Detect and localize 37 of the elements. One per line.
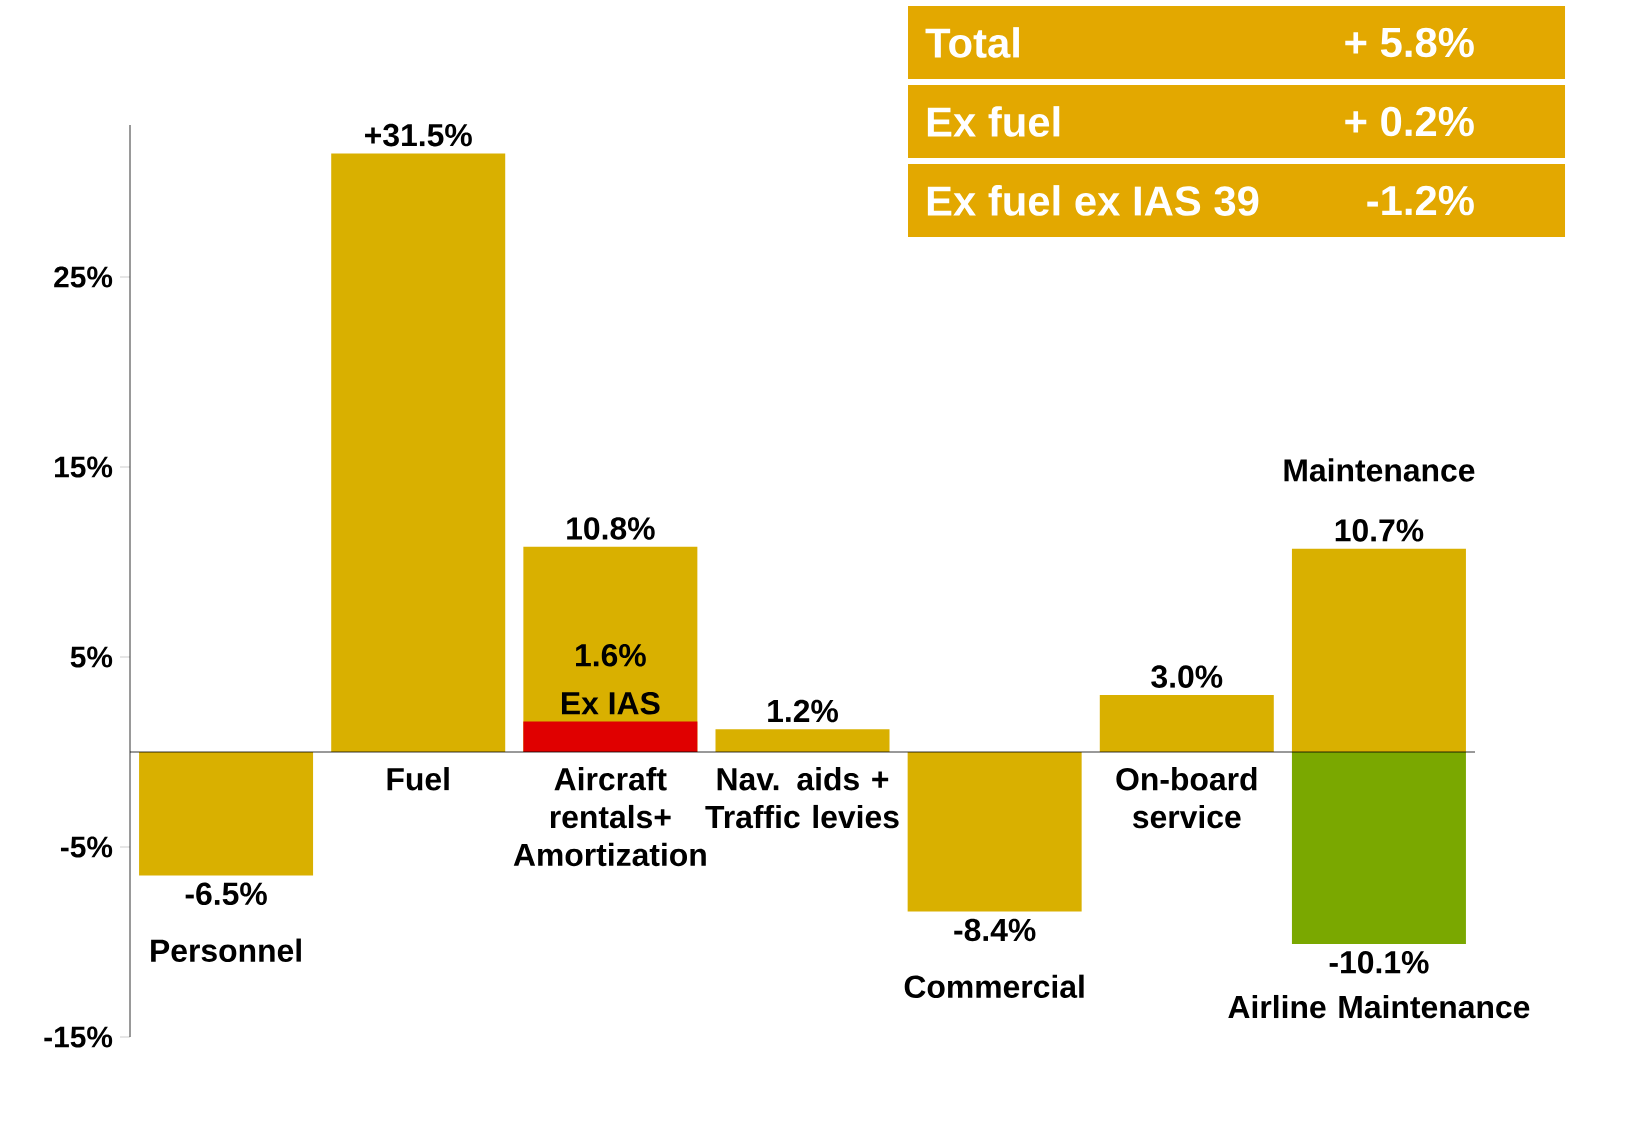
data-label: 1.2% xyxy=(768,699,838,723)
x-tick-label: Maintenance xyxy=(1284,458,1475,482)
series-label: Airline Maintenance xyxy=(1228,994,1530,1019)
bar xyxy=(1291,548,1466,752)
data-label: -10.1% xyxy=(1329,950,1429,974)
x-tick-label: Nav. aids + Traffic levies xyxy=(705,767,899,829)
y-tick-label: 15% xyxy=(55,456,113,478)
y-tick-label: 25% xyxy=(54,266,113,288)
bar xyxy=(331,153,506,752)
y-tick-label: 5% xyxy=(70,646,113,668)
y-tick-label: -15% xyxy=(44,1026,113,1048)
data-label: +31.5% xyxy=(365,123,472,147)
text: + 5.8% xyxy=(1345,27,1474,58)
annotation: Ex fuel xyxy=(927,106,1060,137)
x-tick-label: Fuel xyxy=(387,767,449,791)
bar xyxy=(139,752,314,876)
annotation: + 0.2% xyxy=(1345,106,1474,137)
bar xyxy=(907,752,1082,912)
data-label: 1.6% xyxy=(576,644,646,667)
bar xyxy=(1291,752,1466,944)
bar xyxy=(1099,695,1274,752)
y-tick-label: -5% xyxy=(60,836,113,858)
x-tick-label: Aircraft rentals+ Amortization xyxy=(513,767,706,867)
bar xyxy=(523,721,698,752)
bar xyxy=(715,729,890,752)
data-label: -8.4% xyxy=(954,918,1036,942)
annotation: Ex fuel ex IAS 39 xyxy=(927,185,1259,216)
annotation: -1.2% xyxy=(1367,185,1474,216)
x-tick-label: Personnel xyxy=(151,938,301,962)
x-tick-label: Commercial xyxy=(904,974,1084,999)
data-label: -6.5% xyxy=(185,882,267,906)
text: Total xyxy=(925,27,1019,58)
data-label: 10.8% xyxy=(567,517,655,540)
series-label: Ex IAS xyxy=(561,692,660,715)
x-tick-label: On-board service xyxy=(1116,767,1257,829)
data-label: 3.0% xyxy=(1151,665,1223,688)
data-label: 10.7% xyxy=(1335,519,1424,542)
